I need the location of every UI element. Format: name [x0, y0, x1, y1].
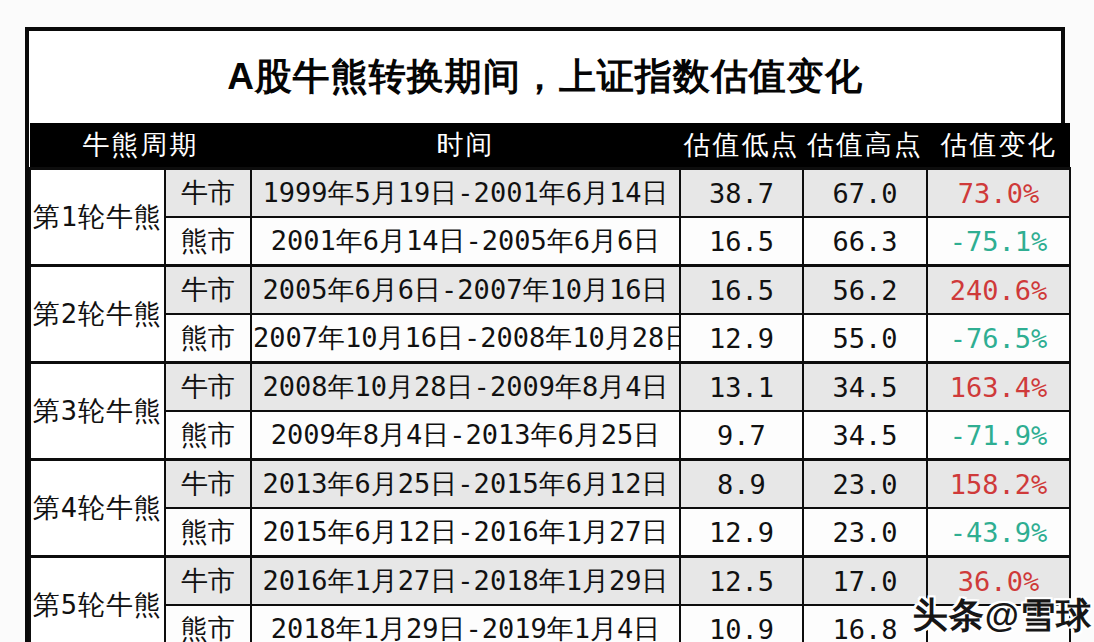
valuation-change-cell: -43.9%: [927, 508, 1070, 557]
valuation-high-cell: 34.5: [803, 411, 927, 460]
cycle-label: 第4轮牛熊: [30, 460, 165, 557]
valuation-change-cell: 73.0%: [927, 169, 1070, 218]
valuation-low-cell: 8.9: [680, 460, 803, 509]
valuation-table-frame: A股牛熊转换期间，上证指数估值变化 牛熊周期 时间 估值低点 估值高点 估值变化…: [25, 27, 1065, 642]
period-cell: 2016年1月27日-2018年1月29日: [251, 557, 680, 606]
cycle-label: 第2轮牛熊: [30, 266, 165, 363]
period-cell: 2009年8月4日-2013年6月25日: [251, 411, 680, 460]
period-cell: 2007年10月16日-2008年10月28日: [251, 314, 680, 363]
valuation-change-cell: -71.9%: [927, 411, 1070, 460]
valuation-change-cell: 158.2%: [927, 460, 1070, 509]
phase-cell: 牛市: [165, 460, 251, 509]
valuation-change-cell: 240.6%: [927, 266, 1070, 315]
valuation-low-cell: 13.1: [680, 363, 803, 412]
header-period: 时间: [251, 123, 680, 169]
period-cell: 2018年1月29日-2019年1月4日: [251, 605, 680, 642]
valuation-high-cell: 23.0: [803, 508, 927, 557]
valuation-high-cell: 34.5: [803, 363, 927, 412]
valuation-high-cell: 17.0: [803, 557, 927, 606]
valuation-table-body: 第1轮牛熊牛市1999年5月19日-2001年6月14日38.767.073.0…: [30, 169, 1070, 642]
phase-cell: 牛市: [165, 169, 251, 218]
watermark: 头条@雪球: [913, 592, 1092, 639]
cycle-label: 第5轮牛熊: [30, 557, 165, 642]
period-cell: 2008年10月28日-2009年8月4日: [251, 363, 680, 412]
table-row: 第1轮牛熊牛市1999年5月19日-2001年6月14日38.767.073.0…: [30, 169, 1070, 218]
valuation-change-cell: -75.1%: [927, 217, 1070, 266]
valuation-low-cell: 12.9: [680, 508, 803, 557]
phase-cell: 熊市: [165, 411, 251, 460]
valuation-high-cell: 55.0: [803, 314, 927, 363]
table-header-row: 牛熊周期 时间 估值低点 估值高点 估值变化: [30, 123, 1070, 169]
valuation-table: 牛熊周期 时间 估值低点 估值高点 估值变化 第1轮牛熊牛市1999年5月19日…: [29, 123, 1071, 642]
valuation-change-cell: -76.5%: [927, 314, 1070, 363]
header-cycle: 牛熊周期: [30, 123, 251, 169]
period-cell: 2013年6月25日-2015年6月12日: [251, 460, 680, 509]
table-row: 熊市2007年10月16日-2008年10月28日12.955.0-76.5%: [30, 314, 1070, 363]
table-title-bar: A股牛熊转换期间，上证指数估值变化: [29, 31, 1061, 123]
cycle-label: 第3轮牛熊: [30, 363, 165, 460]
phase-cell: 牛市: [165, 363, 251, 412]
valuation-low-cell: 9.7: [680, 411, 803, 460]
valuation-low-cell: 12.5: [680, 557, 803, 606]
period-cell: 1999年5月19日-2001年6月14日: [251, 169, 680, 218]
header-valuation-low: 估值低点: [680, 123, 803, 169]
page-title: A股牛熊转换期间，上证指数估值变化: [227, 52, 863, 102]
phase-cell: 牛市: [165, 266, 251, 315]
valuation-high-cell: 16.8: [803, 605, 927, 642]
phase-cell: 熊市: [165, 508, 251, 557]
cycle-label: 第1轮牛熊: [30, 169, 165, 266]
header-valuation-high: 估值高点: [803, 123, 927, 169]
table-row: 第4轮牛熊牛市2013年6月25日-2015年6月12日8.923.0158.2…: [30, 460, 1070, 509]
valuation-high-cell: 56.2: [803, 266, 927, 315]
valuation-high-cell: 66.3: [803, 217, 927, 266]
table-row: 熊市2009年8月4日-2013年6月25日9.734.5-71.9%: [30, 411, 1070, 460]
valuation-low-cell: 16.5: [680, 266, 803, 315]
valuation-high-cell: 67.0: [803, 169, 927, 218]
valuation-low-cell: 38.7: [680, 169, 803, 218]
valuation-change-cell: 163.4%: [927, 363, 1070, 412]
header-valuation-change: 估值变化: [927, 123, 1070, 169]
period-cell: 2001年6月14日-2005年6月6日: [251, 217, 680, 266]
table-row: 第3轮牛熊牛市2008年10月28日-2009年8月4日13.134.5163.…: [30, 363, 1070, 412]
valuation-low-cell: 10.9: [680, 605, 803, 642]
table-row: 熊市2015年6月12日-2016年1月27日12.923.0-43.9%: [30, 508, 1070, 557]
phase-cell: 熊市: [165, 314, 251, 363]
phase-cell: 牛市: [165, 557, 251, 606]
valuation-low-cell: 16.5: [680, 217, 803, 266]
table-row: 熊市2001年6月14日-2005年6月6日16.566.3-75.1%: [30, 217, 1070, 266]
valuation-high-cell: 23.0: [803, 460, 927, 509]
period-cell: 2005年6月6日-2007年10月16日: [251, 266, 680, 315]
period-cell: 2015年6月12日-2016年1月27日: [251, 508, 680, 557]
valuation-low-cell: 12.9: [680, 314, 803, 363]
phase-cell: 熊市: [165, 605, 251, 642]
table-row: 第2轮牛熊牛市2005年6月6日-2007年10月16日16.556.2240.…: [30, 266, 1070, 315]
phase-cell: 熊市: [165, 217, 251, 266]
